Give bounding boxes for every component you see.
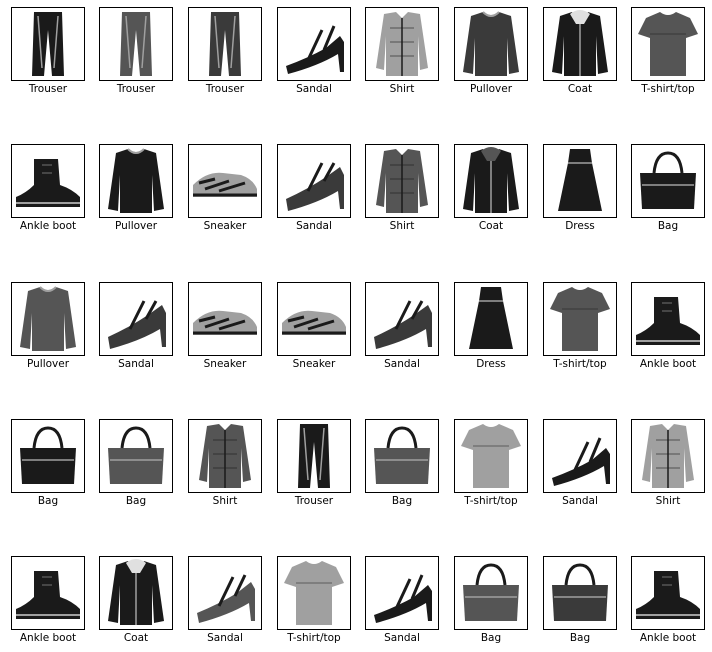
image-label: Ankle boot — [19, 632, 77, 644]
image-label: Dress — [476, 358, 506, 370]
image-label: Pullover — [469, 83, 513, 95]
bag-icon — [99, 419, 173, 493]
image-label: Sandal — [118, 358, 154, 370]
shirt-icon — [188, 419, 262, 493]
shirt-icon — [365, 7, 439, 81]
pullover-icon — [11, 282, 85, 356]
image-label: Sneaker — [292, 358, 336, 370]
sneaker-icon — [188, 282, 262, 356]
sandal-icon — [365, 556, 439, 630]
image-label: Coat — [478, 220, 504, 232]
dress-icon — [543, 144, 617, 218]
image-label: Ankle boot — [639, 358, 697, 370]
sandal-icon — [365, 282, 439, 356]
image-label: T-shirt/top — [553, 358, 607, 370]
image-label: Bag — [569, 632, 591, 644]
sandal-icon — [543, 419, 617, 493]
dress-icon — [454, 282, 528, 356]
sneaker-icon — [277, 282, 351, 356]
tshirt-icon — [277, 556, 351, 630]
image-label: Sandal — [384, 632, 420, 644]
sandal-icon — [277, 7, 351, 81]
trouser-icon — [188, 7, 262, 81]
bag-icon — [454, 556, 528, 630]
image-label: Trouser — [116, 83, 156, 95]
image-label: Sandal — [296, 220, 332, 232]
image-label: Sandal — [562, 495, 598, 507]
sandal-icon — [277, 144, 351, 218]
shirt-icon — [365, 144, 439, 218]
pullover-icon — [99, 144, 173, 218]
sneaker-icon — [188, 144, 262, 218]
image-label: Sneaker — [203, 220, 247, 232]
coat-icon — [454, 144, 528, 218]
image-label: Dress — [565, 220, 595, 232]
bag-icon — [631, 144, 705, 218]
image-label: Bag — [391, 495, 413, 507]
image-label: Bag — [657, 220, 679, 232]
image-label: T-shirt/top — [464, 495, 518, 507]
image-label: Coat — [567, 83, 593, 95]
coat-icon — [99, 556, 173, 630]
image-label: Coat — [123, 632, 149, 644]
ankle-boot-icon — [11, 144, 85, 218]
image-label: Trouser — [28, 83, 68, 95]
image-label: Trouser — [294, 495, 334, 507]
image-label: Pullover — [26, 358, 70, 370]
bag-icon — [11, 419, 85, 493]
image-label: Shirt — [389, 83, 415, 95]
ankle-boot-icon — [631, 556, 705, 630]
image-label: Sandal — [296, 83, 332, 95]
image-label: Sandal — [207, 632, 243, 644]
ankle-boot-icon — [631, 282, 705, 356]
ankle-boot-icon — [11, 556, 85, 630]
trouser-icon — [11, 7, 85, 81]
sandal-icon — [99, 282, 173, 356]
image-label: T-shirt/top — [641, 83, 695, 95]
image-label: Shirt — [655, 495, 681, 507]
image-label: Bag — [480, 632, 502, 644]
trouser-icon — [277, 419, 351, 493]
tshirt-icon — [631, 7, 705, 81]
image-label: Ankle boot — [19, 220, 77, 232]
tshirt-icon — [454, 419, 528, 493]
bag-icon — [365, 419, 439, 493]
image-label: Trouser — [205, 83, 245, 95]
image-label: Pullover — [114, 220, 158, 232]
image-label: Sandal — [384, 358, 420, 370]
coat-icon — [543, 7, 617, 81]
sandal-icon — [188, 556, 262, 630]
image-label: Shirt — [212, 495, 238, 507]
image-label: T-shirt/top — [287, 632, 341, 644]
tshirt-icon — [543, 282, 617, 356]
image-label: Sneaker — [203, 358, 247, 370]
bag-icon — [543, 556, 617, 630]
image-label: Shirt — [389, 220, 415, 232]
image-label: Ankle boot — [639, 632, 697, 644]
image-label: Bag — [37, 495, 59, 507]
pullover-icon — [454, 7, 528, 81]
shirt-icon — [631, 419, 705, 493]
trouser-icon — [99, 7, 173, 81]
image-label: Bag — [125, 495, 147, 507]
